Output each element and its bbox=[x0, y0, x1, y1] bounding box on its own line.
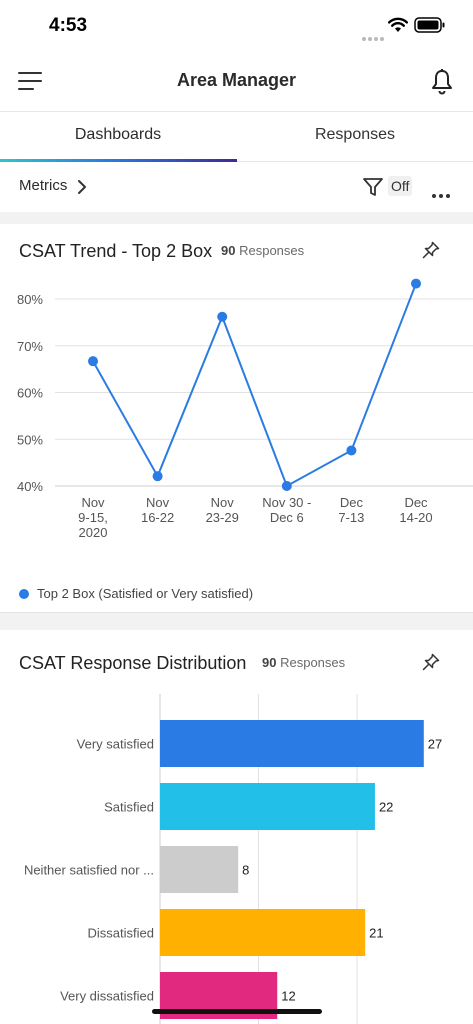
bar bbox=[160, 846, 239, 893]
tab-bar: Dashboards Responses bbox=[0, 112, 473, 162]
x-tick-label: Nov 16-22 bbox=[141, 495, 174, 525]
legend-marker bbox=[19, 589, 29, 599]
hamburger-menu-icon[interactable] bbox=[18, 72, 42, 92]
x-tick-label: Nov 30 -Dec 6 bbox=[262, 495, 311, 525]
status-bar: 4:53 bbox=[0, 0, 473, 54]
data-label: 8 bbox=[242, 863, 249, 878]
x-tick-label: Nov 23-29 bbox=[206, 495, 239, 525]
legend-label: Top 2 Box (Satisfied or Very satisfied) bbox=[37, 586, 254, 601]
battery-icon bbox=[414, 17, 445, 33]
bar bbox=[160, 783, 375, 830]
csat-trend-card: CSAT Trend - Top 2 Box 90 Responses 40% 5… bbox=[0, 224, 473, 612]
metrics-link[interactable]: Metrics bbox=[19, 177, 68, 194]
filter-icon[interactable] bbox=[362, 176, 384, 198]
category-label: Very dissatisfied bbox=[60, 989, 154, 1004]
card-title: CSAT Trend - Top 2 Box bbox=[19, 241, 213, 261]
data-point bbox=[152, 471, 163, 482]
status-time: 4:53 bbox=[49, 15, 88, 36]
data-point bbox=[217, 311, 228, 322]
section-divider bbox=[0, 212, 473, 224]
csat-distribution-bar-chart: Very satisfied 27 Satisfied 22 Neither satis… bbox=[24, 694, 442, 1024]
tab-responses[interactable]: Responses bbox=[314, 126, 396, 143]
data-label: 21 bbox=[369, 926, 383, 941]
cellular-signal-icon bbox=[362, 28, 386, 46]
pin-icon[interactable] bbox=[422, 241, 440, 259]
section-divider bbox=[0, 612, 473, 630]
data-point bbox=[411, 278, 421, 289]
y-tick-label: 60% bbox=[17, 386, 43, 401]
filter-state-toggle[interactable]: Off bbox=[388, 176, 413, 196]
x-tick-label: Nov 9-15, 2020 bbox=[78, 495, 108, 540]
app-header: Area Manager bbox=[0, 54, 473, 112]
bar bbox=[160, 720, 424, 767]
response-count: 90 Responses bbox=[262, 655, 346, 670]
category-label: Dissatisfied bbox=[88, 926, 154, 941]
y-tick-label: 70% bbox=[17, 339, 43, 354]
dashboard-toolbar: Metrics Off bbox=[0, 162, 473, 212]
card-title: CSAT Response Distribution bbox=[19, 653, 247, 673]
data-point bbox=[88, 356, 98, 367]
chart-legend: Top 2 Box (Satisfied or Very satisfied) bbox=[19, 586, 253, 601]
category-label: Neither satisfied nor ... bbox=[24, 863, 154, 878]
data-label: 12 bbox=[281, 989, 295, 1004]
data-point bbox=[346, 445, 357, 456]
y-tick-label: 40% bbox=[17, 479, 43, 494]
bar bbox=[160, 909, 366, 956]
csat-distribution-card: CSAT Response Distribution 90 Responses … bbox=[0, 630, 473, 1024]
data-label: 22 bbox=[379, 800, 393, 815]
home-indicator bbox=[152, 1009, 322, 1014]
y-tick-label: 80% bbox=[17, 292, 43, 307]
notification-bell-icon[interactable] bbox=[430, 68, 454, 96]
csat-trend-line-chart: 40% 50% 60% 70% 80% Nov 9-15, 2020 Nov 16-22 Nov 23… bbox=[17, 278, 473, 540]
active-tab-indicator bbox=[0, 159, 237, 162]
data-point bbox=[281, 481, 292, 491]
pin-icon[interactable] bbox=[422, 653, 440, 671]
data-label: 27 bbox=[428, 737, 442, 752]
x-tick-label: Dec 7-13 bbox=[338, 495, 364, 525]
tab-dashboards[interactable]: Dashboards bbox=[74, 126, 162, 143]
wifi-icon bbox=[388, 17, 408, 32]
y-tick-label: 50% bbox=[17, 432, 43, 447]
chevron-right-icon[interactable] bbox=[77, 179, 87, 195]
category-label: Satisfied bbox=[104, 800, 154, 815]
category-label: Very satisfied bbox=[77, 737, 154, 752]
response-count: 90 Responses bbox=[221, 243, 305, 258]
series-line bbox=[92, 283, 417, 488]
x-tick-label: Dec 14-20 bbox=[399, 495, 432, 525]
page-title: Area Manager bbox=[176, 70, 297, 90]
more-options-icon[interactable] bbox=[432, 185, 453, 203]
